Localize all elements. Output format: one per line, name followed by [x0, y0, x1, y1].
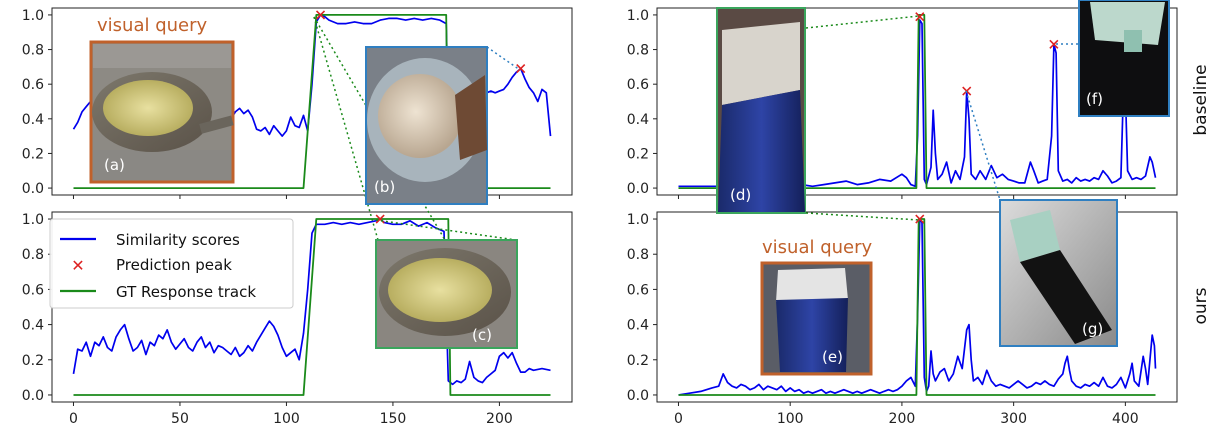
legend-label-peak: Prediction peak [116, 256, 232, 274]
connector-line [313, 16, 379, 241]
y-tick-label: 0.6 [627, 77, 649, 93]
x-tick-label: 50 [171, 411, 189, 427]
chart-panel-right-top: 0.0 0.2 0.4 0.6 0.8 1.0 [627, 7, 1178, 199]
y-tick-label: 0.6 [627, 282, 649, 298]
gt-response-track-line [73, 218, 551, 396]
x-tick-label: 0 [69, 411, 78, 427]
prediction-peak-marker [915, 214, 925, 224]
inset-label: (d) [730, 186, 751, 204]
prediction-peak-marker [1049, 39, 1059, 49]
y-tick-label: 0.8 [627, 247, 649, 263]
y-tick-label: 0.4 [22, 112, 44, 128]
legend: Similarity scores ✕ Prediction peak GT R… [49, 218, 294, 309]
inset-b: (b) [365, 46, 488, 205]
inset-label: (b) [374, 178, 395, 196]
axes-frame [656, 7, 1178, 196]
inset-a: (a) [89, 40, 235, 184]
y-tick-label: 1.0 [627, 8, 649, 24]
gt-response-track-line [678, 218, 1156, 396]
inset-e: (e) [760, 261, 873, 376]
y-tick-label: 1.0 [22, 8, 44, 24]
similarity-score-line [72, 218, 551, 386]
y-tick-label: 0.4 [627, 112, 649, 128]
axes-frame [51, 7, 573, 196]
legend-swatch-peak: ✕ [71, 256, 84, 275]
prediction-peak-marker [915, 12, 925, 22]
prediction-peak-marker [315, 10, 326, 20]
inset-label: (f) [1086, 90, 1103, 108]
connector-line [486, 46, 521, 71]
prediction-peak-marker [516, 64, 526, 74]
y-tick-label: 0.8 [627, 43, 649, 59]
x-tick-label: 200 [889, 411, 916, 427]
legend-label-similarity: Similarity scores [116, 231, 240, 249]
y-tick-label: 0.2 [22, 146, 44, 162]
row-label-ours: ours [1191, 287, 1211, 324]
y-tick-label: 0.6 [22, 77, 44, 93]
x-tick-label: 300 [1000, 411, 1027, 427]
y-tick-label: 0.0 [627, 181, 649, 197]
y-tick-label: 1.0 [627, 212, 649, 228]
y-tick-label: 0.8 [22, 43, 44, 59]
inset-label: (e) [822, 348, 843, 366]
chart-panel-left-bottom: 0.0 0.2 0.4 0.6 0.8 1.0 0 50 100 150 200 [22, 211, 573, 427]
x-tick-label: 100 [777, 411, 804, 427]
similarity-score-line [678, 19, 1157, 188]
inset-g: (g) [999, 199, 1118, 347]
inset-c: (c) [375, 239, 518, 349]
x-tick-label: 100 [273, 411, 300, 427]
inset-label: (a) [104, 156, 125, 174]
visual-query-label: visual query [762, 237, 873, 258]
inset-f: (f) [1078, 0, 1170, 117]
legend-box [49, 218, 294, 309]
x-tick-label: 400 [1112, 411, 1139, 427]
y-tick-label: 0.6 [22, 282, 44, 298]
connector-line [965, 90, 1001, 201]
connector-line [805, 15, 920, 29]
y-tick-label: 0.0 [627, 388, 649, 404]
inset-label: (g) [1082, 320, 1103, 338]
y-tick-label: 0.8 [22, 247, 44, 263]
connector-line [805, 212, 920, 221]
row-label-baseline: baseline [1191, 64, 1211, 135]
y-tick-label: 0.2 [22, 353, 44, 369]
y-tick-label: 0.0 [22, 388, 44, 404]
legend-label-gt: GT Response track [116, 283, 256, 301]
y-tick-label: 0.4 [627, 318, 649, 334]
chart-panel-right-bottom: 0.0 0.2 0.4 0.6 0.8 1.0 0 100 200 300 400 [627, 211, 1178, 427]
similarity-score-line [678, 218, 1157, 396]
y-tick-label: 0.0 [22, 181, 44, 197]
connector-line [375, 219, 517, 241]
inset-label: (c) [472, 326, 492, 344]
y-tick-label: 0.2 [627, 146, 649, 162]
x-tick-label: 200 [486, 411, 513, 427]
visual-query-label: visual query [97, 15, 208, 36]
y-tick-label: 0.4 [22, 318, 44, 334]
x-tick-label: 150 [380, 411, 407, 427]
x-tick-label: 0 [674, 411, 683, 427]
y-tick-label: 1.0 [22, 212, 44, 228]
inset-d: (d) [716, 7, 806, 214]
y-tick-label: 0.2 [627, 353, 649, 369]
axes-frame [656, 211, 1178, 403]
